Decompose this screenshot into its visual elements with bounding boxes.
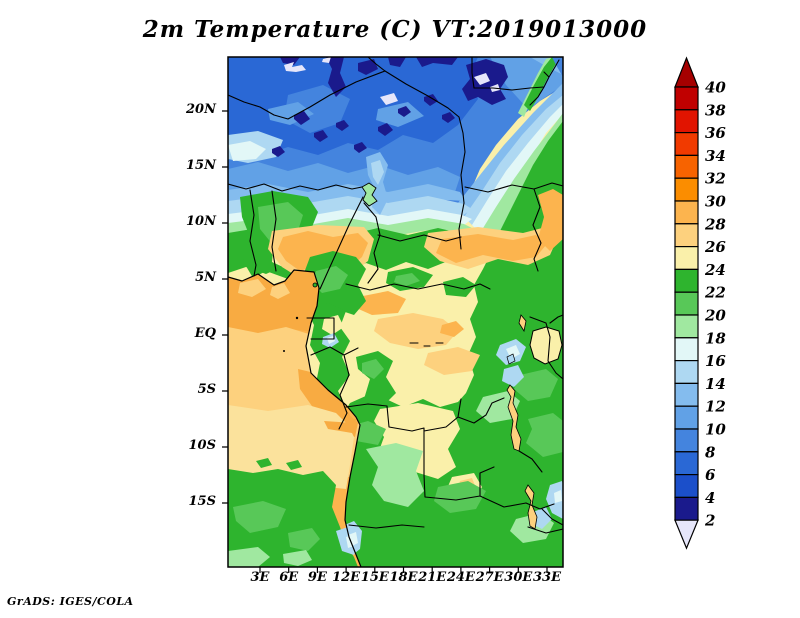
lon-tick-label: 21E <box>418 570 447 585</box>
colorbar-cell <box>674 428 699 453</box>
colorbar-tick-label: 22 <box>704 284 726 302</box>
lon-tick-label: 12E <box>332 570 361 585</box>
lon-tick-label: 6E <box>279 570 299 585</box>
colorbar-tick-label: 28 <box>704 215 726 233</box>
lon-tick-label: 24E <box>446 570 475 585</box>
colorbar-over-arrow <box>674 56 699 88</box>
lat-tick-label: 15N <box>186 158 216 173</box>
colorbar-tick-label: 32 <box>705 170 726 188</box>
country-borders <box>228 57 563 534</box>
colorbar-cell <box>674 314 699 339</box>
colorbar-tick-label: 26 <box>704 238 726 256</box>
colorbar-tick-label: 24 <box>704 261 726 279</box>
colorbar-cell <box>674 223 699 248</box>
colorbar-tick-label: 14 <box>705 375 726 393</box>
colorbar-tick-label: 30 <box>705 193 726 211</box>
colorbar-cell <box>674 177 699 202</box>
colorbar-cell <box>674 337 699 362</box>
lon-tick-label: 15E <box>360 570 389 585</box>
map-frame <box>227 56 564 568</box>
colorbar-tick-label: 10 <box>705 421 726 439</box>
colorbar-cell <box>674 360 699 385</box>
colorbar-tick-label: 18 <box>705 329 726 347</box>
colorbar-under-arrow <box>674 519 699 550</box>
colorbar-cell <box>674 86 699 111</box>
colorbar-cell <box>674 291 699 316</box>
colorbar-cell <box>674 496 699 521</box>
colorbar-cell <box>674 474 699 499</box>
lat-tick-label: 5S <box>197 382 216 397</box>
colorbar-cell <box>674 246 699 271</box>
temperature-colorbar: 40 38 36 34 32 30 28 26 24 22 20 18 16 14 12 10 8 6 4 2 <box>674 56 726 550</box>
colorbar-cell <box>674 405 699 430</box>
lat-tick-label: 10N <box>186 214 216 229</box>
colorbar-tick-label: 8 <box>705 443 716 461</box>
lon-tick-label: 27E <box>475 570 504 585</box>
lon-tick-label: 3E <box>250 570 270 585</box>
colorbar-cell <box>674 131 699 156</box>
colorbar-cell <box>674 154 699 179</box>
lat-tick-label: EQ <box>194 326 216 341</box>
axis-ticks <box>222 110 548 573</box>
lon-tick-label: 18E <box>389 570 418 585</box>
colorbar-tick-label: 38 <box>705 101 726 119</box>
colorbar-tick-label: 6 <box>705 466 716 484</box>
colorbar-tick-label: 4 <box>705 489 715 507</box>
lat-tick-label: 5N <box>195 270 216 285</box>
colorbar-cell <box>674 109 699 134</box>
colorbar-tick-label: 2 <box>704 512 715 530</box>
coastline <box>228 269 362 567</box>
colorbar-cell <box>674 268 699 293</box>
colorbar-tick-label: 16 <box>705 352 726 370</box>
colorbar-tick-label: 20 <box>704 307 726 325</box>
colorbar-tick-label: 40 <box>705 79 726 97</box>
lat-tick-label: 10S <box>188 438 216 453</box>
colorbar-cell <box>674 382 699 407</box>
lon-tick-label: 33E <box>533 570 561 585</box>
colorbar-tick-label: 34 <box>705 147 726 165</box>
temperature-map <box>222 56 564 573</box>
lat-tick-label: 15S <box>188 494 216 509</box>
colorbar-cell <box>674 200 699 225</box>
colorbar-tick-label: 36 <box>705 124 726 142</box>
colorbar-cell <box>674 451 699 476</box>
lon-tick-label: 9E <box>307 570 327 585</box>
lon-tick-label: 30E <box>504 570 533 585</box>
colorbar-tick-label: 12 <box>705 398 726 416</box>
grads-credit: GrADS: IGES/COLA <box>7 595 134 608</box>
plot-title: 2m Temperature (C) VT:2019013000 <box>142 16 648 43</box>
lat-tick-label: 20N <box>186 102 216 117</box>
map-art <box>228 57 563 567</box>
